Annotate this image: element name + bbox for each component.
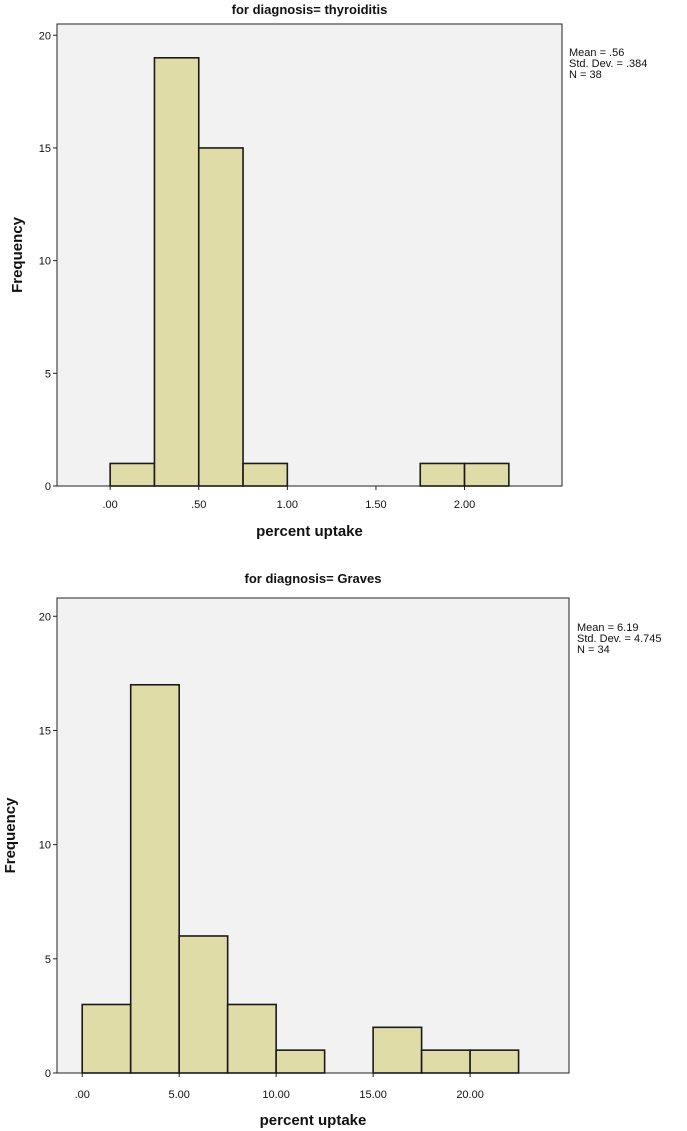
histogram-bar bbox=[81, 1003, 132, 1074]
x-tick-label: .50 bbox=[191, 499, 206, 511]
histogram-bar bbox=[463, 462, 510, 487]
x-tick-label: .00 bbox=[75, 1089, 90, 1101]
y-tick-label: 15 bbox=[39, 725, 51, 737]
histogram-bar bbox=[197, 147, 244, 487]
y-tick-label: 10 bbox=[39, 840, 51, 852]
y-tick-label: 20 bbox=[39, 611, 51, 623]
histogram-bar bbox=[420, 1049, 471, 1074]
x-axis-title: percent uptake bbox=[256, 523, 363, 540]
histogram-bar bbox=[242, 462, 289, 487]
x-tick-label: 10.00 bbox=[262, 1089, 290, 1101]
x-tick-label: 5.00 bbox=[168, 1089, 189, 1101]
histogram-bar bbox=[419, 462, 466, 487]
x-tick-label: 15.00 bbox=[359, 1089, 387, 1101]
histogram-bar bbox=[372, 1026, 423, 1074]
y-axis-title: Frequency bbox=[9, 216, 26, 293]
stat-line: Std. Dev. = 4.745 bbox=[577, 633, 662, 645]
histogram-bar bbox=[275, 1049, 326, 1074]
histogram-thyroiditis: for diagnosis= thyroiditis 0 5 10 15 20 .00 .50… bbox=[9, 2, 647, 540]
plot-area bbox=[56, 23, 563, 487]
histogram-bar bbox=[226, 1003, 277, 1074]
x-tick-label: .00 bbox=[103, 499, 118, 511]
y-tick-label: 20 bbox=[39, 30, 51, 42]
stat-line: N = 38 bbox=[569, 69, 602, 81]
stat-line: Std. Dev. = .384 bbox=[569, 58, 647, 70]
histogram-bar bbox=[109, 462, 156, 487]
x-tick-label: 1.50 bbox=[365, 499, 386, 511]
stat-line: N = 34 bbox=[577, 644, 610, 656]
y-tick-label: 5 bbox=[45, 368, 51, 380]
histogram-bar bbox=[153, 57, 200, 487]
x-tick-label: 2.00 bbox=[454, 499, 475, 511]
x-tick-label: 1.00 bbox=[277, 499, 298, 511]
histogram-bar bbox=[178, 935, 229, 1074]
y-tick-label: 5 bbox=[45, 954, 51, 966]
y-tick-label: 15 bbox=[39, 143, 51, 155]
y-axis-title: Frequency bbox=[2, 797, 19, 874]
histogram-bar bbox=[469, 1049, 520, 1074]
y-tick-label: 0 bbox=[45, 1068, 51, 1080]
y-tick-label: 0 bbox=[45, 481, 51, 493]
histogram-bar bbox=[129, 683, 180, 1074]
chart-title: for diagnosis= thyroiditis bbox=[232, 2, 388, 17]
stat-line: Mean = .56 bbox=[569, 47, 624, 59]
x-axis-title: percent uptake bbox=[260, 1112, 367, 1129]
stat-line: Mean = 6.19 bbox=[577, 622, 638, 634]
chart-title: for diagnosis= Graves bbox=[245, 571, 382, 586]
y-tick-label: 10 bbox=[39, 256, 51, 268]
x-tick-label: 20.00 bbox=[456, 1089, 484, 1101]
